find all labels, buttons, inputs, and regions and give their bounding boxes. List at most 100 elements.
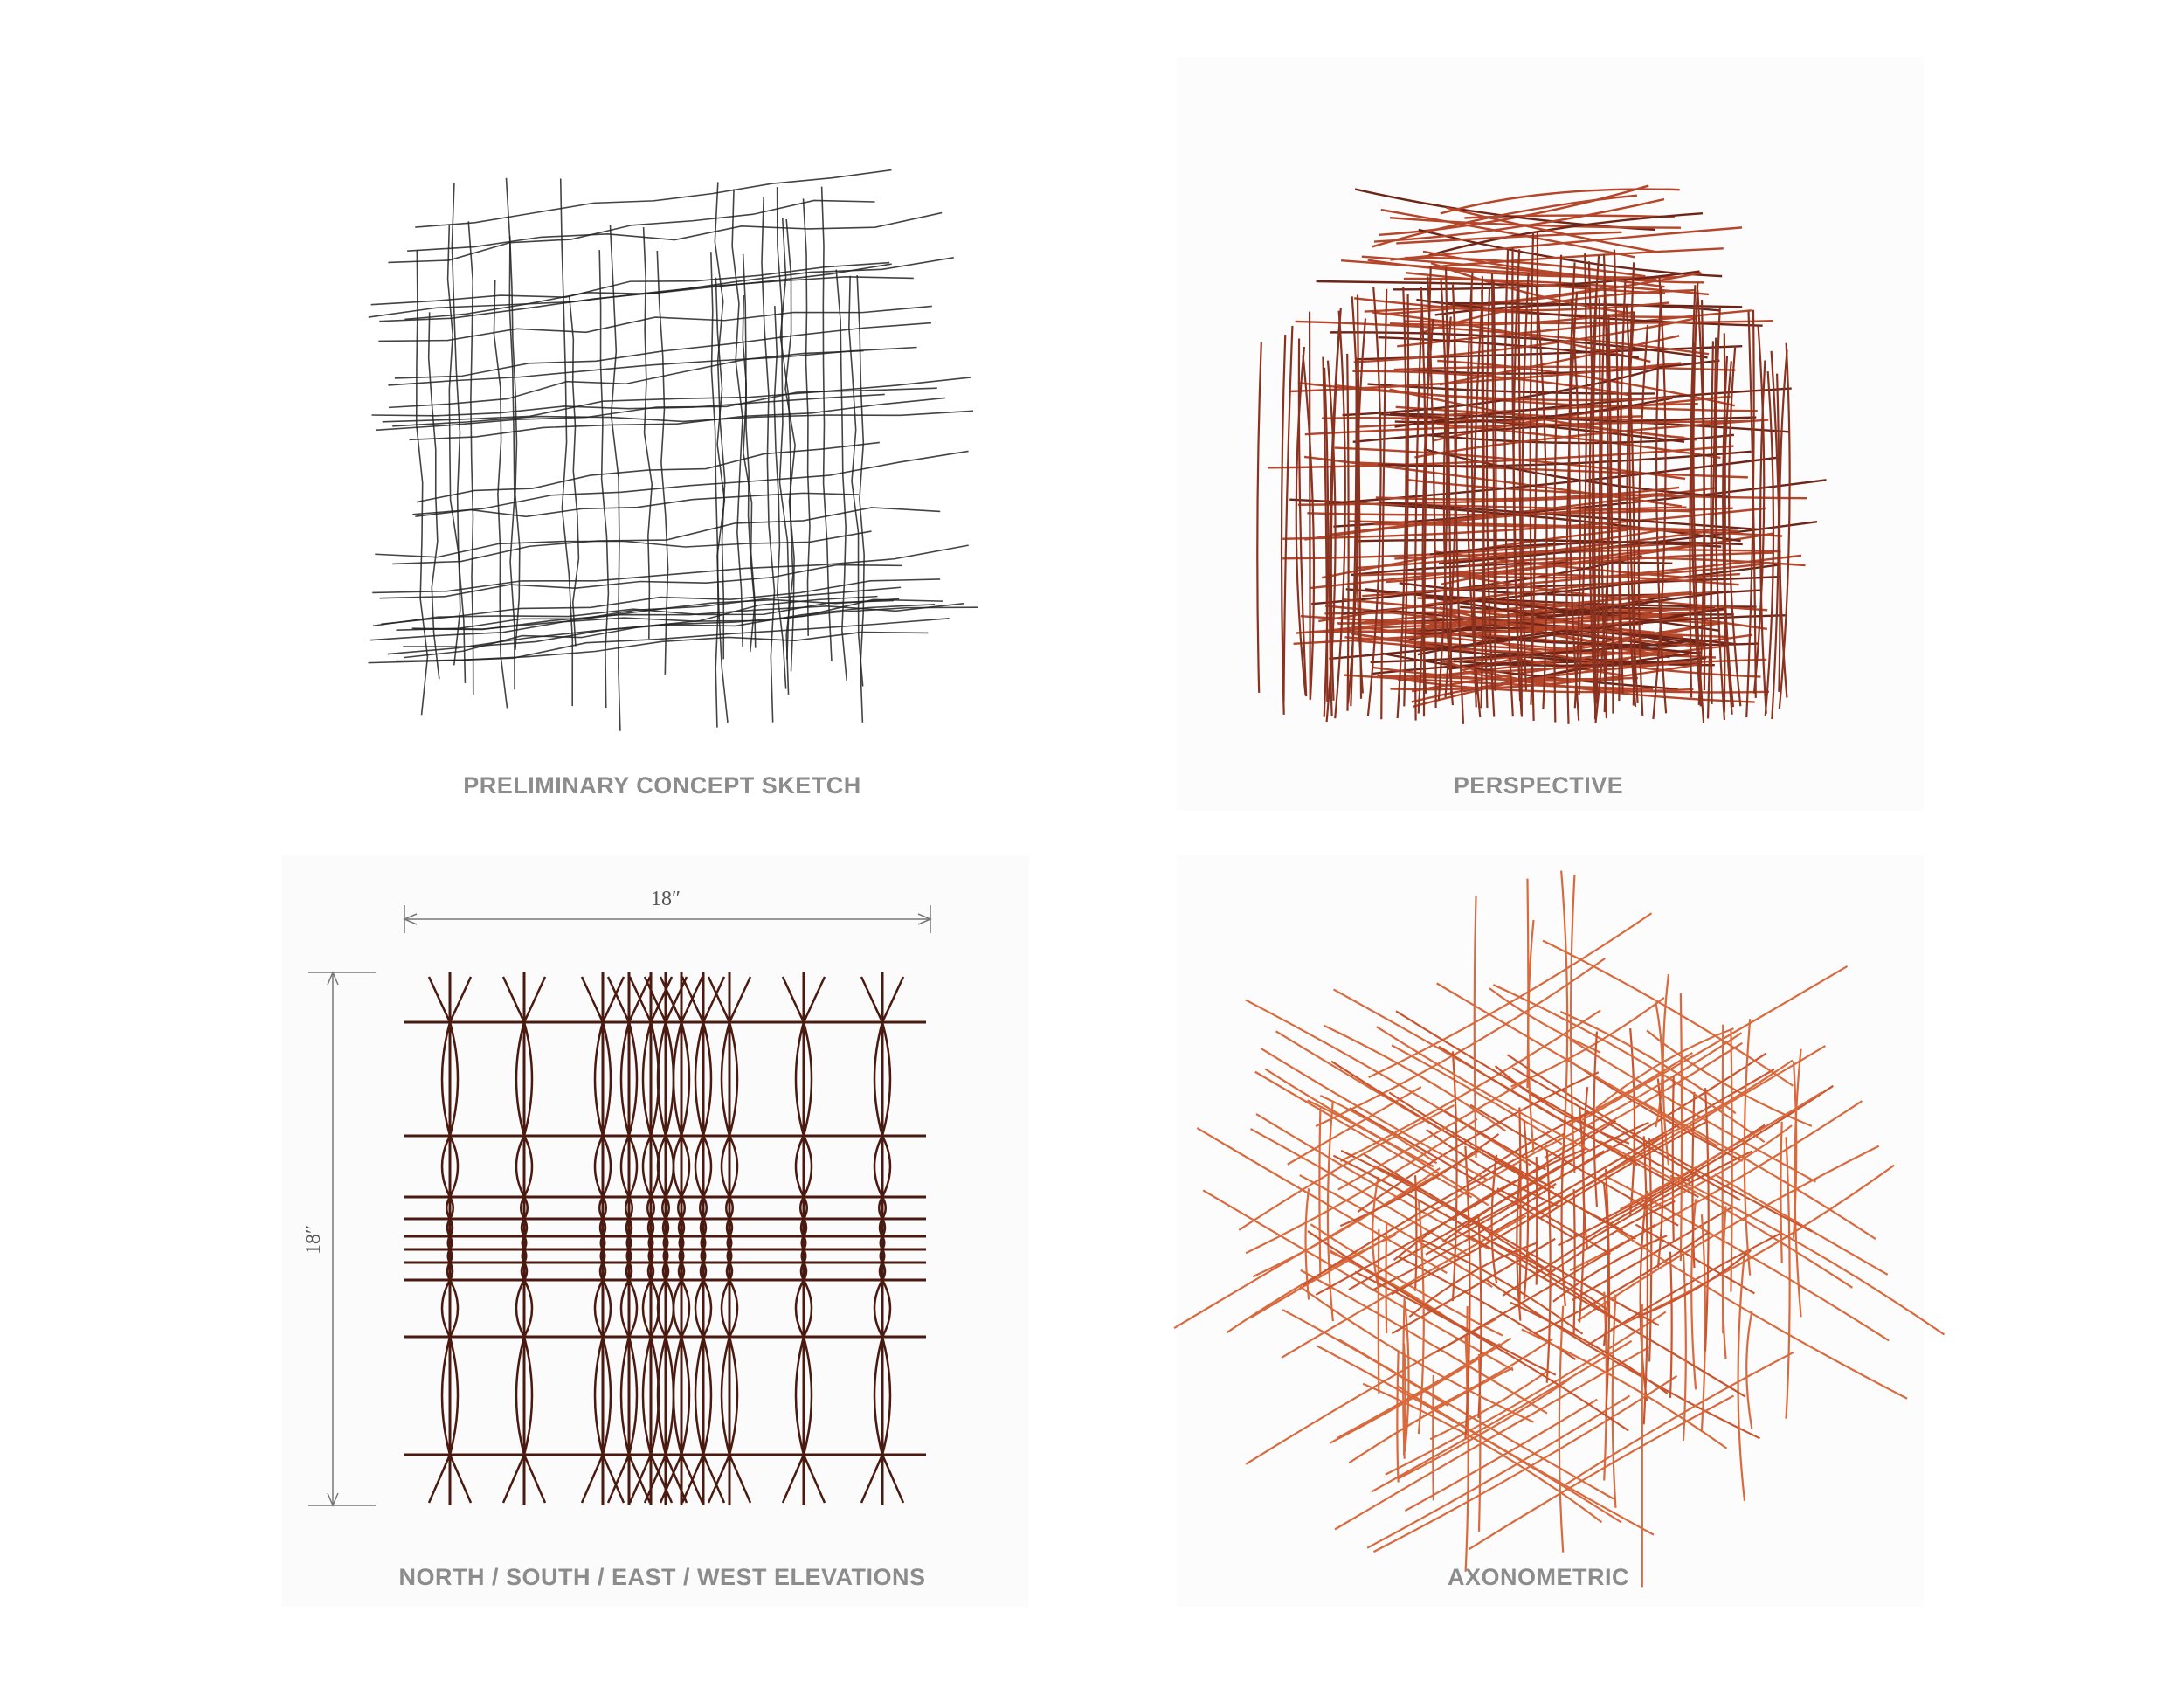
stroke — [1714, 306, 1726, 721]
stroke — [1572, 1188, 1576, 1334]
stroke — [1346, 353, 1350, 711]
stroke — [388, 346, 917, 386]
stroke — [1542, 1200, 1676, 1279]
stroke — [1480, 290, 1485, 709]
stroke — [1326, 1100, 1334, 1322]
stroke — [1565, 291, 1579, 724]
stroke — [1173, 1149, 1482, 1330]
stroke — [1628, 262, 1639, 703]
stroke — [1379, 412, 1685, 443]
stroke — [467, 221, 474, 696]
stroke — [1578, 1106, 1586, 1323]
stroke — [1432, 1375, 1434, 1501]
stroke — [1441, 1121, 1649, 1243]
stroke — [1323, 1024, 1507, 1132]
stroke — [773, 306, 787, 689]
caption: NORTH / SOUTH / EAST / WEST ELEVATIONS — [398, 1564, 925, 1590]
stroke — [1656, 1078, 1664, 1268]
stroke — [1565, 1352, 1794, 1485]
dimension-lines — [308, 905, 932, 1507]
stroke — [1304, 1188, 1310, 1300]
stroke — [1518, 1107, 1522, 1310]
stroke — [860, 976, 905, 1504]
stroke — [1429, 1371, 1548, 1441]
stroke — [1620, 1090, 1876, 1241]
stroke — [1397, 1378, 1571, 1480]
stroke — [370, 261, 890, 306]
stroke — [1646, 1029, 1813, 1127]
stroke — [1428, 212, 1704, 257]
stroke — [1368, 912, 1653, 1079]
stroke — [606, 976, 652, 1504]
stroke — [1492, 984, 1766, 1143]
stroke — [1615, 1228, 1908, 1400]
stroke — [508, 235, 521, 651]
stroke — [1706, 337, 1717, 719]
stroke — [1425, 1150, 1605, 1256]
elevation-drawing — [404, 972, 926, 1505]
stroke — [1535, 286, 1548, 709]
stroke — [1523, 1120, 1530, 1299]
stroke — [1196, 1127, 1448, 1274]
stroke — [1373, 522, 1783, 537]
stroke — [1334, 310, 1346, 719]
stroke — [1511, 1067, 1741, 1201]
stroke — [1319, 1094, 1438, 1165]
stroke — [1637, 324, 1649, 716]
stroke — [1406, 272, 1666, 295]
stroke — [1436, 982, 1718, 1147]
stroke — [598, 250, 610, 709]
stroke — [1371, 1339, 1633, 1493]
stroke — [1307, 1099, 1489, 1207]
stroke — [1568, 262, 1580, 721]
stroke — [1470, 289, 1477, 695]
stroke — [416, 441, 880, 503]
stroke — [1538, 1032, 1743, 1152]
stroke — [1433, 1223, 1656, 1354]
stroke — [403, 595, 878, 659]
stroke — [1770, 350, 1781, 692]
stroke — [1587, 1233, 1780, 1346]
stroke — [1507, 1054, 1813, 1233]
stroke — [1295, 346, 1307, 696]
stroke — [1752, 324, 1766, 694]
stroke — [1414, 419, 1769, 459]
stroke — [375, 530, 872, 558]
stroke — [1390, 663, 1698, 691]
stroke — [1445, 267, 1453, 695]
stroke — [1353, 572, 1739, 586]
stroke — [505, 177, 515, 690]
stroke — [1496, 1187, 1611, 1256]
stroke — [370, 586, 902, 641]
stroke — [848, 275, 864, 687]
stroke — [1302, 354, 1316, 700]
stroke — [1585, 1172, 1699, 1240]
stroke — [1446, 206, 1660, 254]
stroke — [1254, 1070, 1473, 1199]
concept-sketch — [368, 169, 978, 731]
stroke — [681, 976, 726, 1504]
stroke — [1737, 1251, 1746, 1501]
stroke — [1467, 1111, 1590, 1184]
stroke — [381, 578, 941, 626]
stroke — [1669, 1251, 1673, 1398]
stroke — [1385, 1222, 1388, 1334]
stroke — [415, 492, 859, 518]
stroke — [388, 199, 875, 264]
stroke — [1325, 360, 1337, 723]
stroke — [1700, 1214, 1707, 1431]
stroke — [1282, 1309, 1449, 1407]
stroke — [1559, 1010, 1737, 1115]
stroke — [559, 178, 574, 707]
stroke — [1336, 1343, 1501, 1440]
stroke — [731, 189, 743, 647]
stroke — [710, 252, 719, 728]
stroke — [1594, 280, 1612, 723]
stroke — [1403, 294, 1410, 707]
stroke — [1655, 287, 1668, 714]
stroke — [1466, 1234, 1746, 1398]
stroke — [415, 250, 429, 716]
stroke — [493, 280, 508, 709]
stroke — [1417, 1199, 1425, 1435]
stroke — [1249, 1128, 1471, 1257]
